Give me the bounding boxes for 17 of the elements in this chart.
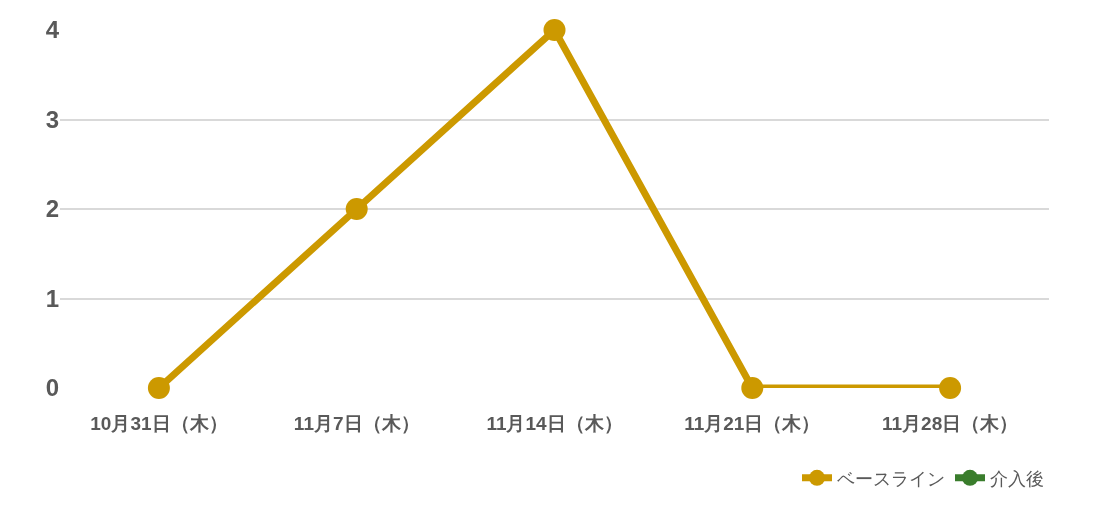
point (543, 19, 566, 41)
x-tick-label: 11月14日（木） (486, 413, 623, 434)
y-tick-label: 2 (45, 195, 59, 223)
x-tick-label: 11月28日（木） (881, 413, 1019, 434)
legend-label: 介入後 (990, 468, 1044, 489)
y-tick-label: 3 (45, 105, 59, 133)
x-tick-label: 11月7日（木） (293, 413, 420, 434)
point (741, 377, 764, 399)
point (147, 377, 170, 399)
y-tick-label: 4 (45, 16, 60, 44)
y-tick-label: 1 (45, 284, 59, 312)
x-tick-label: 11月21日（木） (684, 413, 821, 434)
point (939, 377, 962, 399)
legend-label: ベースライン (837, 468, 945, 489)
y-tick-label: 0 (45, 374, 59, 402)
point (345, 198, 368, 220)
x-tick-label: 10月31日（木） (90, 413, 228, 434)
